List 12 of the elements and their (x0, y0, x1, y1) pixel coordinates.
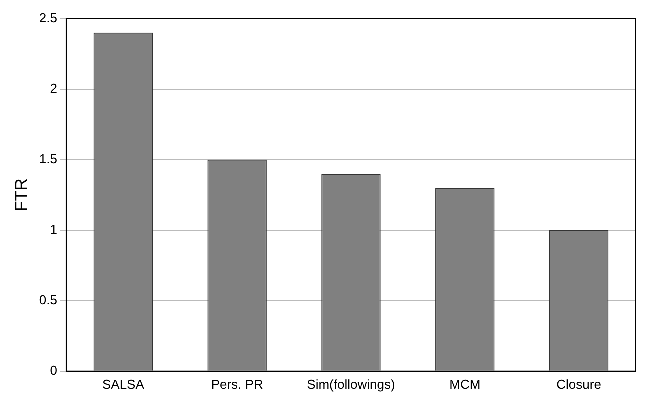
x-tick-label: Pers. PR (211, 376, 264, 392)
y-tick-label: 0.5 (39, 292, 58, 308)
y-tick-label: 1.5 (39, 151, 58, 166)
y-axis-title: FTR (12, 178, 31, 212)
x-tick-label: Sim(followings) (307, 376, 396, 392)
x-tick-label: SALSA (102, 376, 145, 392)
x-tick-label: MCM (450, 376, 481, 392)
y-tick-label: 2 (50, 80, 58, 96)
y-tick-label: 0 (50, 362, 58, 378)
y-tick-label: 1 (50, 222, 58, 237)
x-tick-label: Closure (556, 376, 602, 392)
y-tick-label: 2.5 (39, 10, 58, 26)
